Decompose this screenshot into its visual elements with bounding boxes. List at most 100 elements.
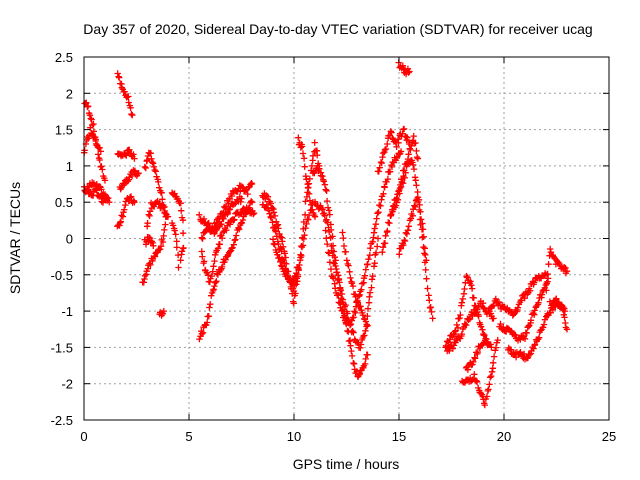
- data-point: [490, 359, 497, 366]
- data-point: [405, 223, 412, 230]
- data-point: [368, 276, 376, 283]
- data-point: [117, 218, 125, 225]
- data-point: [561, 314, 568, 321]
- data-point: [329, 252, 336, 259]
- data-point: [269, 236, 277, 243]
- data-point: [135, 170, 142, 177]
- data-point: [338, 290, 346, 298]
- data-point: [388, 163, 396, 171]
- data-point: [350, 359, 357, 367]
- data-point: [473, 378, 481, 386]
- data-point: [376, 164, 383, 171]
- data-point: [386, 219, 393, 227]
- data-point: [299, 150, 307, 157]
- axis-ticks: 0 5 10 15 20 25 -2.5 -2 -1.5 -1 -0.5 0 0.5 1 1.5 2 2.5: [51, 50, 617, 444]
- data-point: [280, 257, 287, 264]
- data-point: [413, 147, 420, 155]
- data-point: [326, 250, 333, 257]
- data-point: [397, 181, 404, 189]
- data-point: [490, 353, 498, 360]
- data-point: [371, 260, 378, 267]
- data-point: [404, 227, 412, 234]
- data-point: [456, 314, 463, 322]
- data-point: [464, 366, 472, 373]
- data-point: [464, 274, 471, 281]
- data-point: [379, 249, 386, 256]
- data-point: [319, 173, 326, 180]
- data-point: [212, 279, 219, 286]
- data-point: [174, 251, 182, 259]
- data-point: [171, 227, 178, 234]
- data-point: [375, 168, 382, 175]
- data-point: [340, 242, 348, 250]
- data-point: [467, 278, 474, 285]
- data-point: [224, 209, 232, 217]
- data-point: [146, 234, 154, 242]
- data-point: [526, 287, 534, 294]
- data-point: [98, 186, 105, 193]
- data-point: [421, 245, 428, 252]
- data-point: [84, 103, 91, 111]
- data-point: [161, 226, 168, 234]
- data-point: [541, 316, 549, 323]
- data-point: [423, 275, 430, 282]
- data-point: [335, 292, 342, 299]
- data-point: [563, 326, 571, 333]
- data-point: [514, 304, 522, 311]
- data-point: [481, 331, 488, 339]
- data-point: [350, 360, 358, 367]
- data-point: [374, 243, 381, 250]
- data-point: [224, 222, 231, 229]
- data-point: [377, 202, 384, 210]
- data-point: [200, 258, 208, 265]
- data-point: [365, 256, 372, 263]
- data-point: [375, 209, 382, 216]
- data-point: [523, 329, 530, 337]
- data-point: [300, 235, 307, 243]
- data-point: [380, 190, 387, 197]
- data-point: [126, 174, 133, 181]
- data-point: [549, 301, 557, 308]
- data-point: [393, 143, 400, 150]
- data-point: [359, 311, 367, 319]
- y-tick-label: 1: [66, 159, 73, 174]
- data-point: [86, 112, 94, 119]
- data-point: [405, 69, 412, 76]
- data-point: [347, 342, 354, 349]
- data-point: [336, 279, 343, 286]
- data-point: [205, 219, 212, 227]
- data-point: [339, 229, 346, 236]
- data-point: [488, 368, 496, 375]
- data-point: [301, 232, 308, 239]
- data-point: [239, 216, 247, 224]
- data-point: [376, 201, 383, 209]
- data-point: [361, 332, 368, 339]
- data-point: [369, 273, 376, 280]
- data-point: [417, 208, 424, 215]
- data-point: [141, 163, 148, 171]
- data-point: [199, 235, 206, 242]
- data-point: [177, 200, 184, 207]
- data-point: [377, 158, 385, 166]
- data-point: [323, 187, 330, 194]
- data-point: [343, 257, 350, 264]
- data-point: [218, 263, 226, 271]
- data-point: [210, 263, 217, 270]
- data-point: [463, 321, 470, 329]
- data-point: [196, 335, 203, 343]
- data-point: [427, 304, 434, 311]
- data-point: [404, 134, 411, 141]
- data-point: [290, 300, 297, 307]
- data-point: [407, 146, 414, 154]
- y-tick-label: 2: [66, 86, 73, 101]
- data-point: [366, 293, 373, 300]
- data-point: [150, 163, 158, 171]
- data-point: [226, 206, 234, 213]
- data-point: [179, 245, 187, 252]
- data-point: [298, 143, 306, 150]
- data-point: [326, 228, 333, 236]
- data-point: [382, 232, 389, 239]
- data-point: [277, 258, 284, 265]
- data-point: [545, 261, 552, 268]
- data-point: [512, 331, 519, 339]
